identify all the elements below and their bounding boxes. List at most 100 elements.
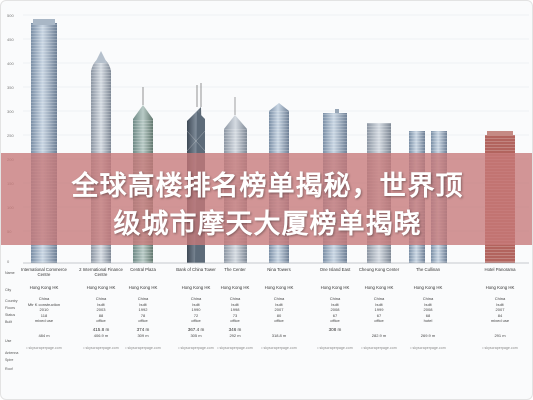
building-year: 2010	[39, 307, 49, 313]
axis-tick: 0	[7, 259, 10, 264]
building-roof-height: 318.8 m	[271, 332, 287, 338]
row-label-country: Country	[5, 299, 18, 303]
building-year: 1999	[374, 307, 384, 313]
overlay-title-line-2: 级城市摩天大厦榜单揭晓	[113, 209, 422, 240]
building-name: One Island East	[319, 267, 351, 272]
building-city: Hong Kong HK	[364, 285, 394, 290]
building-status: built	[375, 301, 383, 307]
building-name: The Center	[224, 267, 246, 272]
building-year: 2007	[495, 307, 505, 313]
axis-tick: 500	[7, 13, 14, 18]
building-column: Cheung Kong Center Hong Kong HK China built…	[356, 267, 402, 352]
axis-tick: 350	[7, 85, 14, 90]
building-spire-height: 346 m	[228, 327, 242, 333]
row-label-name: Name	[5, 271, 15, 275]
building-name: Hotel Panorama	[484, 267, 516, 272]
building-year: 1998	[230, 307, 240, 313]
building-name: Cheung Kong Center	[358, 267, 400, 272]
building-country: China	[229, 296, 241, 302]
building-credit: • skyscraperpage.com	[178, 346, 214, 351]
building-status: built	[424, 301, 432, 307]
building-column: Central Plaza Hong Kong HK China built 1992 7…	[120, 267, 166, 352]
building-floors: 84	[497, 312, 503, 318]
row-label-city: City	[5, 288, 12, 292]
building-use: office	[330, 318, 340, 324]
building-year: 1990	[191, 307, 201, 313]
building-column: The Center Hong Kong HK China built 1998 73 of…	[212, 267, 258, 352]
building-column: Hotel Panorama Hong Kong HK China built 2007…	[477, 267, 523, 352]
axis-tick: 300	[7, 109, 14, 114]
building-country: China	[494, 296, 506, 302]
building-column: One Island East Hong Kong HK China built 200…	[312, 267, 358, 352]
building-floors: 67	[376, 312, 382, 318]
building-country: China	[137, 296, 149, 302]
building-use: mixed use	[34, 318, 54, 324]
building-credit: • skyscraperpage.com	[261, 346, 297, 351]
building-use: office	[274, 318, 284, 324]
building-column: Nina Towers Hong Kong HK China built 2007 80 o…	[256, 267, 302, 352]
building-city: Hong Kong HK	[181, 285, 211, 290]
building-use: office	[96, 318, 106, 324]
building-spire-height: 308 m	[328, 327, 342, 333]
building-year: 2007	[274, 307, 284, 313]
row-label-status: Status	[5, 313, 16, 317]
building-year: 2008	[330, 307, 340, 313]
overlay-title-line-1: 全球高楼排名榜单揭秘，世界顶	[71, 171, 464, 202]
building-city: Hong Kong HK	[86, 285, 116, 290]
row-label-built: Built	[5, 320, 12, 324]
building-spire-height: 367.4 m	[187, 327, 205, 333]
building-status: built	[97, 301, 105, 307]
building-roof-height: 484 m	[38, 332, 50, 338]
building-use: hotel	[423, 318, 433, 324]
building-roof-height: 292 m	[229, 332, 241, 338]
row-label-antenna: Antenna	[5, 351, 19, 355]
building-spire-height: 415.8 m	[92, 327, 110, 333]
row-label-use: Use	[5, 339, 12, 343]
building-year: 2003	[96, 307, 106, 313]
building-year: 1992	[138, 307, 148, 313]
building-floors: 72	[193, 312, 199, 318]
building-floors: 118	[40, 312, 48, 318]
building-spire-height: 374 m	[136, 327, 150, 333]
building-credit: • skyscraperpage.com	[317, 346, 353, 351]
building-status: built	[496, 301, 504, 307]
axis-tick: 450	[7, 37, 14, 42]
building-column: 2 International Finance Centre Hong Kong …	[78, 267, 124, 352]
building-roof-height: 305 m	[190, 332, 202, 338]
building-name: The Cullinan	[415, 267, 441, 272]
building-country: China	[273, 296, 285, 302]
building-country: China	[373, 296, 385, 302]
building-credit: • skyscraperpage.com	[125, 346, 161, 351]
building-column: The Cullinan Hong Kong HK China built 2008 68…	[405, 267, 451, 352]
building-year: 2008	[423, 307, 433, 313]
building-credit: • skyscraperpage.com	[482, 346, 518, 351]
building-city: Hong Kong HK	[413, 285, 443, 290]
building-credit: • skyscraperpage.com	[410, 346, 446, 351]
building-use: mixed use	[490, 318, 510, 324]
building-name: Central Plaza	[130, 267, 156, 272]
building-city: Hong Kong HK	[320, 285, 350, 290]
building-credit: • skyscraperpage.com	[83, 346, 119, 351]
axis-tick: 400	[7, 61, 14, 66]
building-use: office	[191, 318, 201, 324]
row-label-floors: Floors	[5, 306, 15, 310]
building-city: Hong Kong HK	[264, 285, 294, 290]
building-status: built	[231, 301, 239, 307]
building-credit: • skyscraperpage.com	[361, 346, 397, 351]
building-use: office	[374, 318, 384, 324]
building-name: Bank of China Tower	[176, 267, 216, 272]
axis-tick: 250	[7, 133, 14, 138]
building-country: China	[190, 296, 202, 302]
building-floors: 88	[98, 312, 104, 318]
building-status: built	[275, 301, 283, 307]
building-floors: 78	[140, 312, 146, 318]
title-banner	[1, 153, 532, 245]
building-roof-height: 291 m	[494, 332, 506, 338]
building-city: Hong Kong HK	[29, 285, 59, 290]
building-use: office	[230, 318, 240, 324]
building-country: China	[95, 296, 107, 302]
building-column: Bank of China Tower Hong Kong HK China buil…	[173, 267, 219, 352]
building-country: China	[329, 296, 341, 302]
building-roof-height: 406.9 m	[93, 332, 109, 338]
